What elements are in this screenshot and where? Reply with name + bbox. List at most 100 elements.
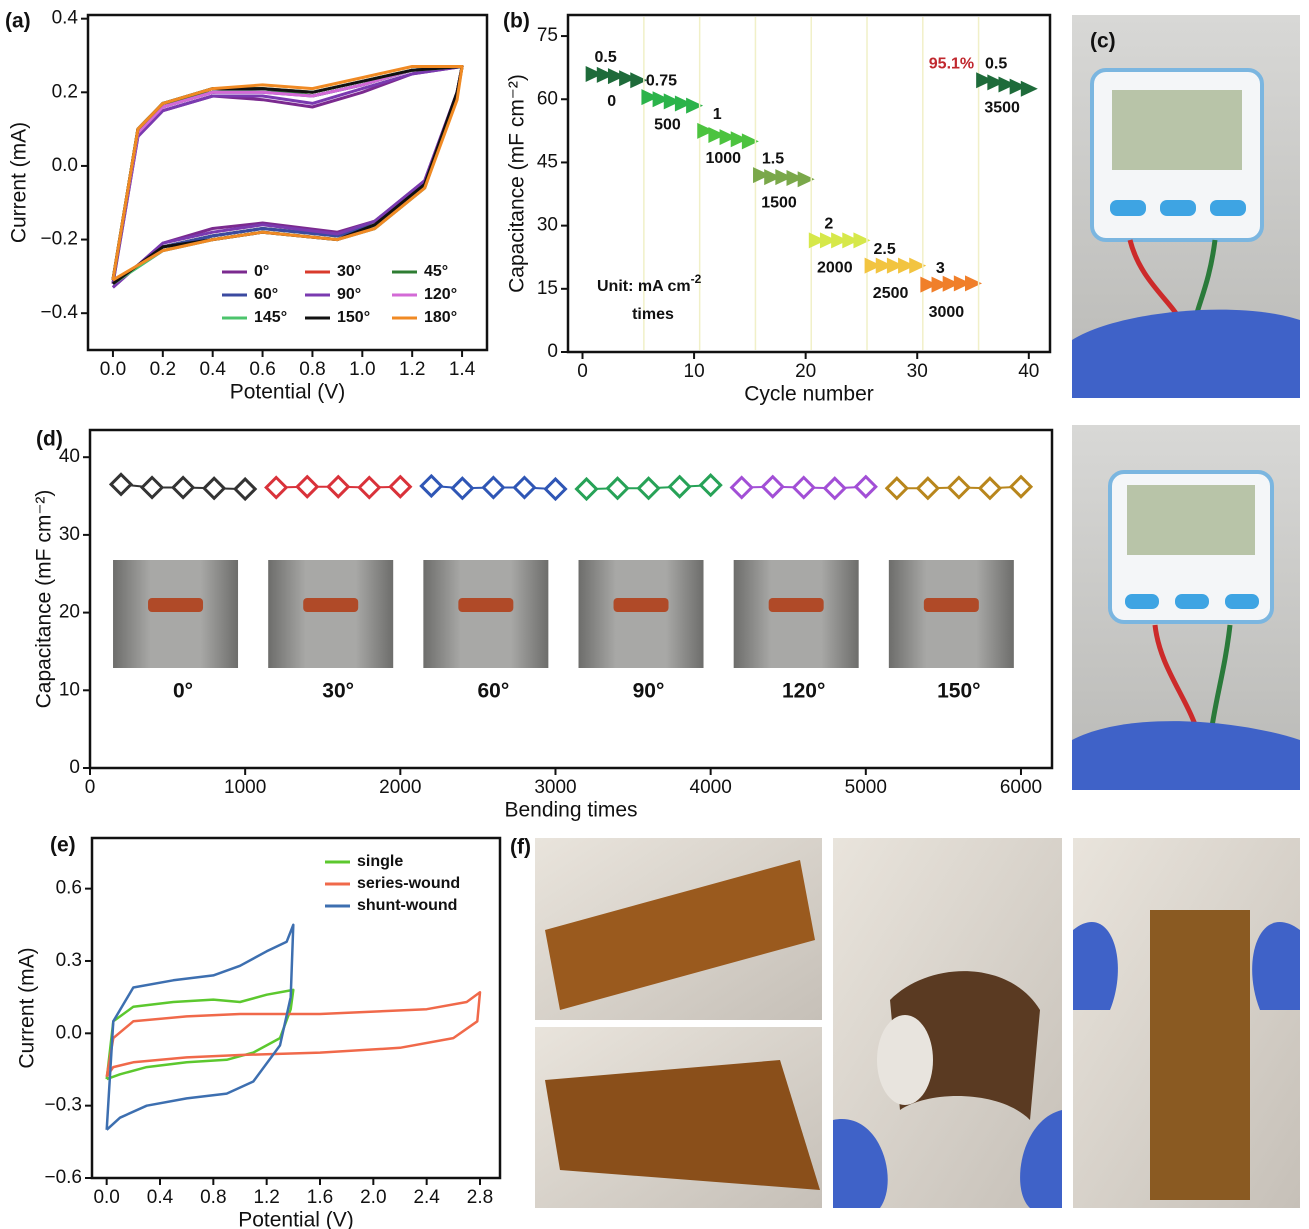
cycle-label: 500: [654, 116, 681, 133]
triangle-marker: [730, 131, 748, 148]
triangle-marker: [953, 275, 971, 292]
triangle-marker: [741, 133, 759, 150]
rate-label: 1.5: [762, 150, 784, 167]
cycle-label: 1000: [705, 150, 741, 167]
angle-label: 120°: [782, 680, 825, 703]
diamond-marker: [915, 476, 940, 501]
rate-label: 2.5: [873, 241, 895, 258]
x-tick-label: 1.0: [349, 359, 375, 380]
legend-label: shunt-wound: [357, 897, 457, 914]
x-tick-label: 1.4: [449, 359, 476, 380]
y-tick-label: 15: [537, 278, 558, 299]
triangle-marker: [797, 171, 815, 188]
x-tick-label: 6000: [1000, 777, 1042, 798]
rate-label: 2: [824, 216, 833, 233]
x-tick-label: 4000: [690, 777, 732, 798]
x-tick-label: 0: [577, 361, 588, 382]
triangle-marker: [1009, 78, 1027, 95]
rate-label: 1: [713, 106, 722, 123]
inset-photo: [113, 560, 239, 668]
triangle-marker: [853, 232, 871, 249]
x-axis-label: Potential (V): [230, 381, 346, 404]
y-tick-label: 0: [547, 341, 558, 362]
angle-label: 60°: [477, 680, 509, 703]
panel-label: (f): [510, 836, 531, 859]
triangle-marker: [808, 232, 826, 249]
inset-photo: [888, 560, 1014, 668]
panel-label: (d): [36, 428, 63, 451]
diamond-marker: [1008, 474, 1034, 499]
triangle-marker: [607, 68, 625, 85]
legend-label: 45°: [424, 263, 448, 280]
legend-label: single: [357, 853, 403, 870]
diamond-marker: [729, 475, 754, 500]
y-tick-label: 0.6: [56, 878, 82, 899]
triangle-marker: [886, 257, 904, 274]
diamond-marker: [170, 475, 196, 500]
cycle-label: 2500: [873, 285, 909, 302]
y-tick-label: 30: [59, 524, 80, 545]
triangle-marker: [1020, 80, 1038, 97]
x-tick-label: 1.2: [399, 359, 425, 380]
triangle-marker: [909, 257, 927, 274]
rate-label: 0.75: [646, 72, 677, 89]
x-tick-label: 1000: [224, 777, 266, 798]
diamond-marker: [419, 473, 444, 499]
diamond-marker: [388, 474, 413, 499]
x-tick-label: 0.4: [199, 359, 226, 380]
triangle-marker: [942, 275, 960, 292]
diamond-marker: [450, 476, 475, 501]
inset-sample: [303, 598, 359, 612]
diamond-marker: [543, 476, 568, 502]
inset-photo: [268, 560, 394, 668]
y-tick-label: 20: [59, 602, 80, 623]
triangle-marker: [831, 232, 849, 249]
diamond-marker: [946, 475, 972, 500]
angle-label: 0°: [173, 680, 193, 703]
x-tick-label: 2.8: [467, 1187, 493, 1208]
x-tick-label: 0.0: [93, 1187, 119, 1208]
y-tick-label: 0.3: [56, 950, 82, 971]
panel-label: (a): [5, 10, 31, 33]
triangle-marker: [875, 257, 893, 274]
triangle-marker: [819, 232, 837, 249]
x-tick-label: 30: [907, 361, 928, 382]
cycle-label: 2000: [817, 260, 853, 277]
x-tick-label: 3000: [534, 777, 576, 798]
triangle-marker: [842, 232, 860, 249]
x-tick-label: 40: [1018, 361, 1039, 382]
cv-curve: [111, 65, 464, 289]
y-tick-label: 0.0: [52, 155, 78, 176]
diamond-marker: [636, 476, 661, 501]
triangle-marker: [686, 97, 704, 114]
retention-label: 95.1%: [929, 56, 974, 73]
rate-label: 0.5: [985, 56, 1007, 73]
diamond-marker: [884, 476, 909, 501]
cv-curve: [111, 65, 464, 282]
y-tick-label: −0.3: [44, 1095, 82, 1116]
legend-label: 0°: [254, 263, 269, 280]
diamond-marker: [574, 476, 599, 502]
y-tick-label: 10: [59, 679, 80, 700]
triangle-marker: [641, 89, 659, 106]
diamond-marker: [667, 474, 692, 499]
plot-frame: [86, 13, 489, 352]
legend-label: 145°: [254, 309, 287, 326]
y-axis-label: Capacitance (mF cm⁻²): [33, 490, 56, 709]
x-tick-label: 0.4: [147, 1187, 174, 1208]
diamond-marker: [295, 474, 320, 499]
legend-label: 30°: [337, 263, 361, 280]
plot-frame: [566, 13, 1052, 354]
triangle-marker: [931, 276, 949, 293]
cv-curve: [105, 991, 482, 1078]
chart: (d) 0 1000 2000 3000 4000 5000 6000 0 10 20 30 40 Ben…: [33, 428, 1054, 822]
legend-label: 180°: [424, 309, 457, 326]
y-tick-label: 60: [537, 88, 558, 109]
angle-label: 90°: [633, 680, 665, 703]
triangle-marker: [976, 72, 994, 89]
inset-photo: [578, 560, 704, 668]
diamond-marker: [202, 476, 227, 501]
angle-label: 150°: [937, 680, 980, 703]
legend-label: 60°: [254, 286, 278, 303]
